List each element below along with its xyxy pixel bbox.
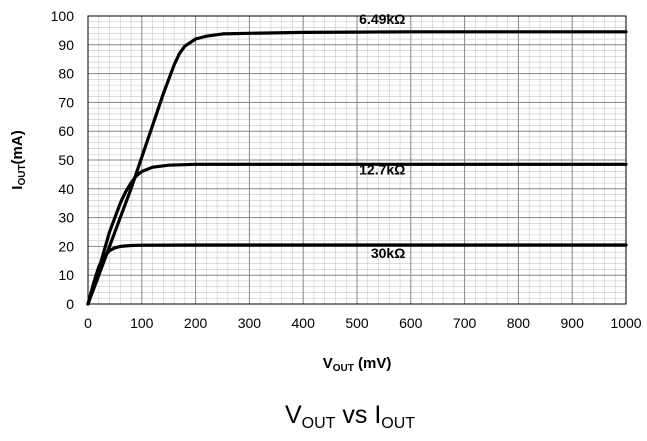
plot-area-frame — [87, 15, 627, 305]
y-tick-label: 20 — [58, 238, 74, 254]
y-tick-label: 90 — [58, 37, 74, 53]
figure-caption: VOUT vs IOUT — [285, 401, 415, 432]
series-label-0: 6.49kΩ — [359, 11, 405, 27]
y-tick-label: 70 — [58, 94, 74, 110]
x-tick-label: 900 — [561, 315, 585, 331]
series-line-2 — [86, 243, 628, 306]
x-tick-label: 400 — [292, 315, 316, 331]
y-tick-label: 0 — [66, 296, 74, 312]
x-axis-title: VOUT (mV) — [323, 355, 392, 374]
caption-mid: vs I — [335, 401, 381, 429]
series-label-2: 30kΩ — [371, 245, 406, 261]
y-tick-label: 100 — [51, 8, 75, 24]
major-gridlines — [87, 15, 627, 305]
x-axis-title-main: V — [323, 355, 333, 372]
x-tick-label: 800 — [507, 315, 531, 331]
x-tick-label: 200 — [184, 315, 208, 331]
y-axis-title: IOUT(mA) — [9, 130, 28, 189]
x-axis-title-subscript: OUT — [333, 363, 354, 374]
x-tick-label: 100 — [130, 315, 154, 331]
caption-sub-2: OUT — [381, 415, 415, 432]
x-tick-label: 600 — [399, 315, 423, 331]
series-lines — [86, 30, 628, 306]
caption-sub-1: OUT — [302, 415, 336, 432]
x-tick-label: 300 — [238, 315, 262, 331]
caption-main-1: V — [285, 401, 302, 429]
x-tick-label: 1000 — [610, 315, 641, 331]
y-tick-label: 10 — [58, 267, 74, 283]
x-axis-tick-labels: 0 100 200 300 400 500 600 700 800 900 1000 — [84, 315, 642, 331]
series-line-1 — [86, 162, 628, 306]
y-tick-label: 60 — [58, 123, 74, 139]
x-tick-label: 700 — [453, 315, 477, 331]
y-axis-title-units: (mA) — [9, 130, 26, 164]
series-line-0 — [86, 30, 628, 306]
x-axis-title-units: (mV) — [354, 355, 392, 372]
x-tick-label: 500 — [345, 315, 369, 331]
y-axis-title-main: I — [9, 186, 26, 190]
y-axis-title-subscript: OUT — [17, 164, 28, 185]
y-axis-tick-labels: 0 10 20 30 40 50 60 70 80 90 100 — [51, 8, 75, 312]
x-tick-label: 0 — [84, 315, 92, 331]
y-tick-label: 80 — [58, 66, 74, 82]
y-tick-label: 50 — [58, 152, 74, 168]
y-tick-label: 40 — [58, 181, 74, 197]
y-tick-label: 30 — [58, 210, 74, 226]
series-labels: 6.49kΩ 12.7kΩ 30kΩ — [359, 11, 405, 261]
series-label-1: 12.7kΩ — [359, 161, 405, 177]
